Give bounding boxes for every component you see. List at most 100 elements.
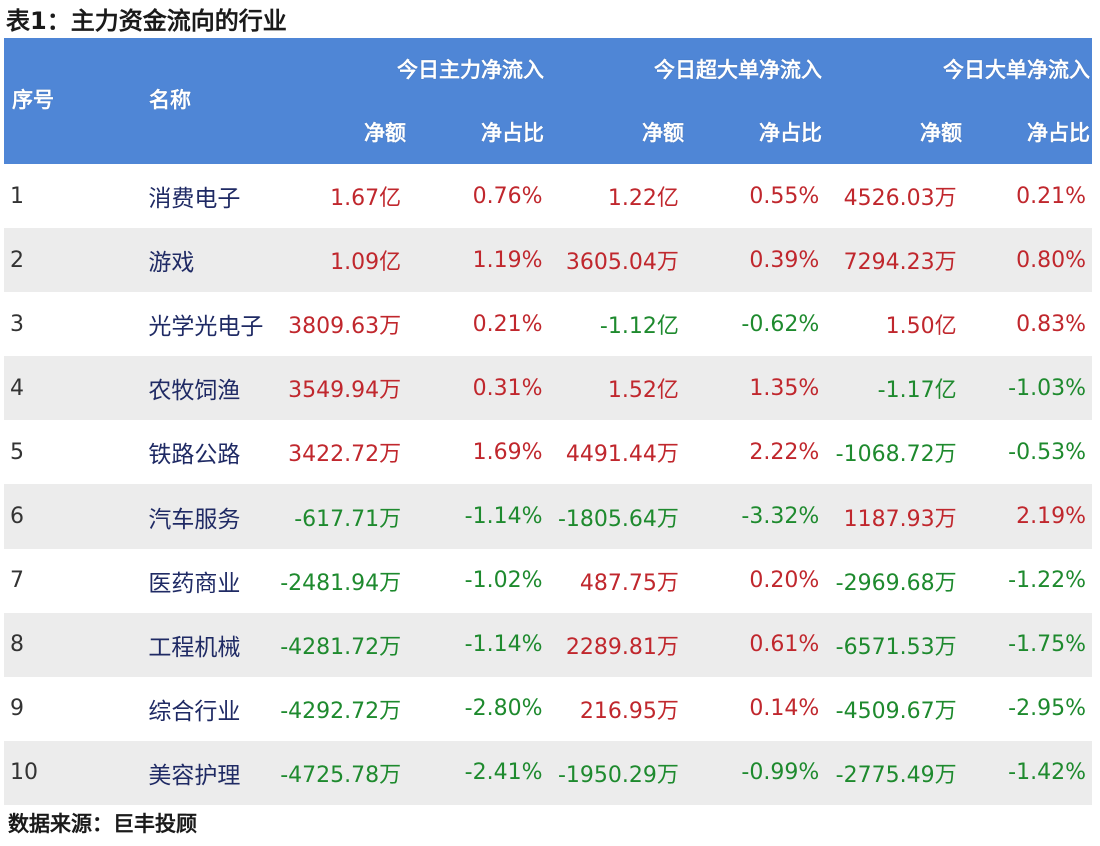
main-amount-cell: 1.67亿 [330, 186, 402, 212]
large-amount-cell: -4509.67万 [835, 698, 957, 724]
header-large-amount: 净额 [920, 121, 962, 145]
industry-name-cell: 汽车服务 [148, 506, 241, 533]
main-amount-cell: -4725.78万 [280, 762, 402, 788]
table-row: 9 综合行业 -4292.72万 -2.80% 216.95万 0.14% -4… [4, 676, 1092, 741]
large-amount-cell: -1068.72万 [835, 442, 957, 468]
main-amount-cell: 1.09亿 [330, 250, 402, 276]
main-amount-cell: -4292.72万 [280, 698, 402, 724]
table-row: 6 汽车服务 -617.71万 -1.14% -1805.64万 -3.32% … [4, 484, 1092, 549]
header-main-ratio: 净占比 [481, 121, 544, 145]
super-ratio-cell: -0.62% [741, 311, 820, 337]
large-amount-cell: -6571.53万 [835, 634, 957, 660]
large-ratio-cell: -0.53% [1008, 439, 1086, 465]
rank-cell: 9 [10, 696, 24, 722]
header-main-amount: 净额 [364, 121, 406, 145]
large-ratio-cell: -1.75% [1008, 632, 1086, 658]
main-ratio-cell: 0.21% [472, 311, 543, 337]
super-ratio-cell: 0.61% [749, 632, 820, 658]
super-ratio-cell: -3.32% [741, 504, 820, 530]
table-row: 1 消费电子 1.67亿 0.76% 1.22亿 0.55% 4526.03万 … [4, 164, 1092, 229]
rank-cell: 7 [10, 568, 24, 594]
main-amount-cell: 3422.72万 [288, 442, 402, 468]
data-source-note: 数据来源：巨丰投顾 [8, 812, 197, 836]
super-ratio-cell: -0.99% [741, 760, 820, 786]
super-amount-cell: -1950.29万 [557, 762, 679, 788]
industry-name-cell: 农牧饲渔 [148, 378, 241, 405]
super-ratio-cell: 0.55% [749, 183, 820, 209]
industry-name-cell: 美容护理 [148, 762, 241, 789]
main-amount-cell: -617.71万 [294, 506, 402, 532]
super-ratio-cell: 0.20% [749, 568, 820, 594]
large-ratio-cell: -2.95% [1008, 696, 1086, 722]
main-amount-cell: 3549.94万 [288, 378, 402, 404]
rank-cell: 3 [10, 311, 24, 337]
super-amount-cell: 487.75万 [579, 570, 679, 596]
super-amount-cell: 216.95万 [579, 698, 679, 724]
table-row: 5 铁路公路 3422.72万 1.69% 4491.44万 2.22% -10… [4, 420, 1092, 485]
header-rank: 序号 [12, 88, 54, 112]
main-ratio-cell: 1.19% [472, 247, 543, 273]
header-large-inflow: 今日大单净流入 [943, 58, 1090, 82]
main-amount-cell: -4281.72万 [280, 634, 402, 660]
super-amount-cell: 1.22亿 [607, 186, 679, 212]
large-ratio-cell: 0.80% [1016, 247, 1086, 273]
large-ratio-cell: -1.42% [1008, 760, 1086, 786]
industry-name-cell: 综合行业 [148, 698, 241, 725]
table-row: 4 农牧饲渔 3549.94万 0.31% 1.52亿 1.35% -1.17亿… [4, 356, 1092, 421]
industry-name-cell: 铁路公路 [148, 442, 241, 469]
header-name: 名称 [149, 88, 191, 112]
main-ratio-cell: 1.69% [472, 439, 543, 465]
large-amount-cell: -1.17亿 [877, 378, 957, 404]
super-ratio-cell: 1.35% [749, 375, 820, 401]
industry-name-cell: 光学光电子 [148, 314, 264, 341]
table-header: 序号 名称 今日主力净流入 今日超大单净流入 今日大单净流入 净额 净占比 净额… [4, 38, 1092, 164]
industry-capital-flow-table: 序号 名称 今日主力净流入 今日超大单净流入 今日大单净流入 净额 净占比 净额… [4, 38, 1092, 805]
main-ratio-cell: -2.41% [464, 760, 543, 786]
header-super-inflow: 今日超大单净流入 [654, 58, 822, 82]
large-amount-cell: 4526.03万 [843, 186, 957, 212]
large-amount-cell: 1187.93万 [843, 506, 957, 532]
main-ratio-cell: -1.14% [464, 632, 543, 658]
table-row: 7 医药商业 -2481.94万 -1.02% 487.75万 0.20% -2… [4, 548, 1092, 613]
rank-cell: 5 [10, 439, 24, 465]
industry-name-cell: 工程机械 [148, 634, 241, 661]
main-ratio-cell: -2.80% [464, 696, 543, 722]
table-title: 表1：主力资金流向的行业 [6, 7, 287, 35]
rank-cell: 10 [10, 760, 38, 786]
super-amount-cell: -1.12亿 [599, 314, 679, 340]
header-main-inflow: 今日主力净流入 [397, 58, 544, 82]
large-ratio-cell: -1.03% [1008, 375, 1086, 401]
main-ratio-cell: -1.02% [464, 568, 543, 594]
super-amount-cell: 2289.81万 [565, 634, 679, 660]
super-ratio-cell: 0.14% [749, 696, 820, 722]
large-amount-cell: -2775.49万 [835, 762, 957, 788]
large-ratio-cell: -1.22% [1008, 568, 1086, 594]
table-row: 10 美容护理 -4725.78万 -2.41% -1950.29万 -0.99… [4, 740, 1092, 805]
super-ratio-cell: 2.22% [749, 439, 820, 465]
main-amount-cell: -2481.94万 [280, 570, 402, 596]
main-ratio-cell: 0.76% [472, 183, 543, 209]
rank-cell: 8 [10, 632, 24, 658]
table-row: 3 光学光电子 3809.63万 0.21% -1.12亿 -0.62% 1.5… [4, 292, 1092, 357]
header-super-amount: 净额 [642, 121, 684, 145]
industry-name-cell: 消费电子 [148, 186, 241, 213]
super-amount-cell: 1.52亿 [607, 378, 679, 404]
large-amount-cell: -2969.68万 [835, 570, 957, 596]
main-ratio-cell: -1.14% [464, 504, 543, 530]
rank-cell: 2 [10, 247, 24, 273]
large-amount-cell: 1.50亿 [885, 314, 957, 340]
large-ratio-cell: 0.21% [1016, 183, 1086, 209]
large-ratio-cell: 2.19% [1016, 504, 1086, 530]
header-super-ratio: 净占比 [759, 121, 822, 145]
large-ratio-cell: 0.83% [1016, 311, 1086, 337]
table-row: 8 工程机械 -4281.72万 -1.14% 2289.81万 0.61% -… [4, 612, 1092, 677]
rank-cell: 1 [10, 183, 24, 209]
super-ratio-cell: 0.39% [749, 247, 820, 273]
table-row: 2 游戏 1.09亿 1.19% 3605.04万 0.39% 7294.23万… [4, 228, 1092, 293]
main-ratio-cell: 0.31% [472, 375, 543, 401]
industry-name-cell: 医药商业 [148, 570, 241, 597]
table-body: 1 消费电子 1.67亿 0.76% 1.22亿 0.55% 4526.03万 … [4, 164, 1092, 805]
industry-name-cell: 游戏 [148, 250, 195, 277]
large-amount-cell: 7294.23万 [843, 250, 957, 276]
super-amount-cell: 3605.04万 [565, 250, 679, 276]
